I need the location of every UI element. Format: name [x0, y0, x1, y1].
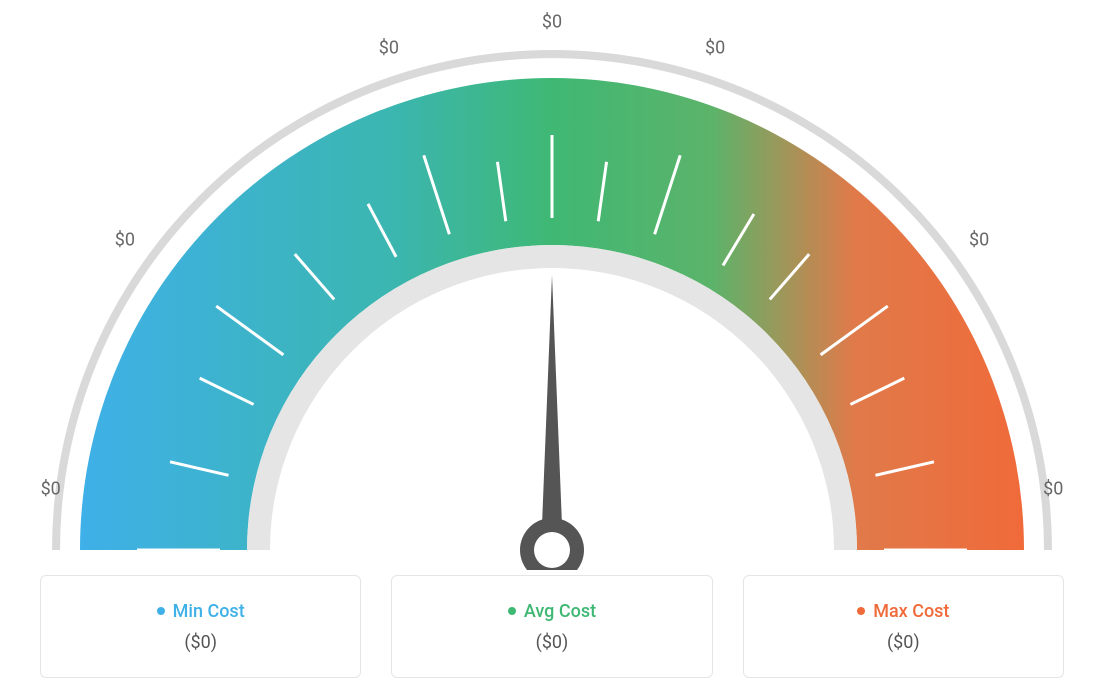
legend-title: Min Cost	[157, 601, 245, 622]
gauge-tick-label: $0	[41, 478, 61, 499]
legend-dot-icon	[857, 607, 865, 615]
legend-title-text: Max Cost	[873, 601, 949, 622]
gauge-needle	[541, 275, 563, 550]
legend-value: ($0)	[184, 632, 217, 653]
gauge-tick-label: $0	[542, 12, 562, 33]
needle-pivot-hole	[534, 532, 570, 568]
legend-title-text: Min Cost	[173, 601, 245, 622]
gauge-svg	[0, 10, 1104, 570]
legend-row: Min Cost ($0) Avg Cost ($0) Max Cost ($0)	[0, 575, 1104, 690]
gauge-tick-label: $0	[705, 37, 725, 58]
legend-title-text: Avg Cost	[524, 601, 596, 622]
legend-title: Max Cost	[857, 601, 949, 622]
gauge-tick-label: $0	[969, 229, 989, 250]
legend-dot-icon	[508, 607, 516, 615]
gauge-tick-label: $0	[1043, 478, 1063, 499]
legend-value: ($0)	[887, 632, 920, 653]
gauge-tick-label: $0	[379, 37, 399, 58]
gauge-chart-container: $0$0$0$0$0$0$0 Min Cost($0)Avg Cost($0)M…	[0, 0, 1104, 690]
legend-card: Max Cost ($0)	[743, 575, 1064, 678]
gauge-area: $0 $0 $0 $0 $0 $0 $0	[0, 0, 1104, 560]
legend-title: Avg Cost	[508, 601, 596, 622]
legend-card: Min Cost ($0)	[40, 575, 361, 678]
gauge-tick-label: $0	[115, 229, 135, 250]
legend-card: Avg Cost ($0)	[391, 575, 712, 678]
legend-value: ($0)	[536, 632, 569, 653]
legend-dot-icon	[157, 607, 165, 615]
